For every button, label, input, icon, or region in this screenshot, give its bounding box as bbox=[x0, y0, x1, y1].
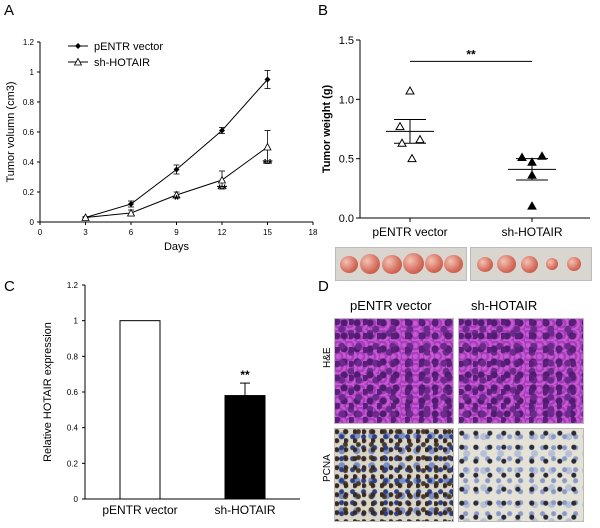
data-point bbox=[219, 127, 225, 134]
panel-d-row-label-pcna: PCNA bbox=[322, 454, 333, 482]
data-point bbox=[395, 121, 405, 131]
legend-label: sh-HOTAIR bbox=[94, 57, 150, 69]
tumor bbox=[382, 255, 402, 274]
data-point bbox=[128, 201, 134, 207]
y-tick-label: 0.5 bbox=[339, 154, 354, 166]
significance-marker: ** bbox=[217, 182, 228, 197]
y-axis-label: Tumor volumn (cm3) bbox=[5, 81, 17, 182]
y-tick-label: 0.8 bbox=[23, 98, 35, 107]
x-tick-label: 3 bbox=[83, 228, 88, 237]
x-tick-label: sh-HOTAIR bbox=[214, 503, 275, 517]
y-tick-label: 0.0 bbox=[339, 213, 354, 225]
y-tick-label: 1.0 bbox=[339, 94, 354, 106]
data-point bbox=[73, 57, 83, 66]
data-point bbox=[172, 190, 181, 199]
tumor-photo-sh-hotair bbox=[470, 247, 592, 281]
data-point bbox=[81, 213, 90, 221]
tumor bbox=[340, 256, 358, 273]
data-point bbox=[527, 201, 537, 210]
y-tick-label: 0.4 bbox=[67, 424, 79, 433]
y-tick-label: 0.6 bbox=[23, 128, 35, 137]
bar bbox=[224, 395, 266, 500]
data-point bbox=[75, 43, 81, 49]
panel-letter-a: A bbox=[4, 2, 15, 19]
data-point bbox=[263, 142, 272, 151]
x-tick-label: 12 bbox=[218, 228, 227, 237]
x-tick-label: pENTR vector bbox=[372, 225, 447, 239]
data-point bbox=[527, 157, 537, 166]
x-axis-label: Days bbox=[164, 241, 190, 253]
tumor bbox=[360, 254, 380, 274]
significance-marker: ** bbox=[240, 368, 250, 382]
significance-marker: ** bbox=[262, 156, 273, 171]
y-tick-label: 1 bbox=[30, 68, 35, 77]
y-tick-label: 0.2 bbox=[23, 188, 35, 197]
y-tick-label: 0.4 bbox=[23, 158, 35, 167]
x-tick-label: 6 bbox=[129, 228, 134, 237]
y-tick-label: 0 bbox=[74, 495, 79, 504]
tumor bbox=[403, 253, 424, 274]
data-point bbox=[415, 134, 425, 144]
y-axis-label: Tumor weight (g) bbox=[321, 84, 333, 173]
x-tick-label: 0 bbox=[38, 228, 43, 237]
x-tick-label: 9 bbox=[174, 228, 179, 237]
significance-marker: ** bbox=[466, 47, 476, 61]
x-tick-label: pENTR vector bbox=[102, 503, 177, 517]
tumor bbox=[546, 258, 558, 270]
tumor bbox=[444, 255, 463, 273]
data-point bbox=[173, 166, 180, 173]
tumor-photo-pentr bbox=[335, 247, 467, 281]
panel-letter-b: B bbox=[318, 2, 329, 19]
y-tick-label: 0.2 bbox=[67, 459, 79, 468]
tumor bbox=[567, 257, 581, 271]
tumor bbox=[521, 256, 538, 273]
y-tick-label: 0 bbox=[30, 218, 35, 227]
panel-d-col-label-2: sh-HOTAIR bbox=[471, 298, 538, 313]
y-tick-label: 1 bbox=[74, 317, 79, 326]
data-point bbox=[126, 208, 136, 217]
data-point bbox=[517, 152, 527, 161]
y-tick-label: 0.8 bbox=[67, 352, 79, 361]
y-axis-label: Relative HOTAIR expression bbox=[42, 322, 54, 462]
y-tick-label: 0.6 bbox=[67, 388, 79, 397]
legend-label: pENTR vector bbox=[94, 41, 163, 53]
y-tick-label: 1.2 bbox=[23, 38, 35, 47]
data-point bbox=[397, 138, 407, 147]
panel-d-row-label-he: H&E bbox=[322, 347, 333, 368]
x-tick-label: 18 bbox=[309, 228, 318, 237]
panel-letter-c: C bbox=[4, 278, 15, 295]
tumor bbox=[477, 257, 493, 272]
x-tick-label: 15 bbox=[263, 228, 272, 237]
y-tick-label: 1.5 bbox=[339, 35, 354, 47]
panel-letter-d: D bbox=[318, 278, 329, 295]
data-point bbox=[264, 76, 271, 83]
he-stain-sh-hotair-image bbox=[458, 318, 584, 424]
data-point bbox=[405, 86, 415, 95]
he-stain-pentr-image bbox=[334, 318, 454, 424]
pcna-stain-sh-hotair-image bbox=[458, 428, 584, 522]
x-tick-label: sh-HOTAIR bbox=[501, 225, 562, 239]
tumor bbox=[497, 255, 516, 273]
data-point bbox=[527, 170, 537, 179]
pcna-stain-pentr-image bbox=[334, 428, 454, 522]
bar bbox=[119, 320, 161, 500]
data-point bbox=[407, 153, 417, 163]
data-point bbox=[537, 151, 547, 160]
panel-d-col-label-1: pENTR vector bbox=[350, 298, 432, 313]
tumor bbox=[425, 254, 443, 273]
data-point bbox=[217, 175, 227, 184]
y-tick-label: 1.2 bbox=[67, 281, 79, 290]
significance-marker: * bbox=[174, 192, 180, 207]
